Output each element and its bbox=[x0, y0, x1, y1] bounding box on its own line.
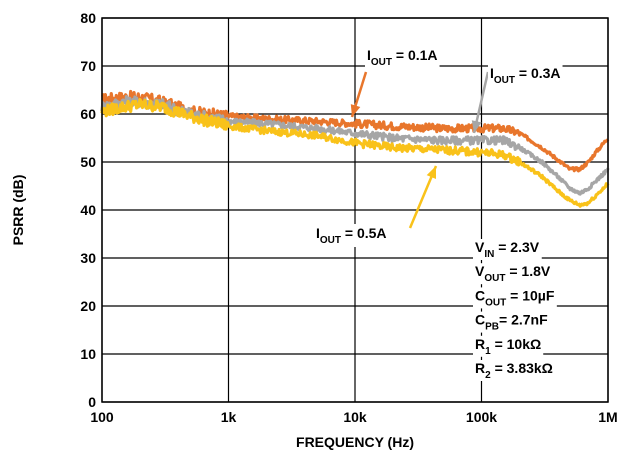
condition-bg bbox=[473, 335, 544, 357]
series-label-bg bbox=[314, 224, 389, 247]
x-tick-label: 10k bbox=[343, 409, 367, 425]
series-label-bg bbox=[365, 46, 440, 69]
condition-line: R2 = 3.83kΩ bbox=[475, 360, 553, 381]
x-tick-label: 1M bbox=[598, 409, 617, 425]
condition-line: COUT = 10µF bbox=[475, 287, 555, 308]
series-label: IOUT = 0.1A bbox=[367, 47, 438, 68]
plot-frame bbox=[101, 17, 609, 403]
y-axis-title: PSRR (dB) bbox=[10, 175, 26, 246]
y-tick-label: 10 bbox=[80, 346, 96, 362]
x-axis-title: FREQUENCY (Hz) bbox=[296, 434, 414, 450]
condition-bg bbox=[473, 263, 553, 285]
arrow-head bbox=[426, 166, 436, 179]
y-tick-label: 40 bbox=[80, 202, 96, 218]
label-arrows bbox=[350, 71, 490, 229]
condition-line: VIN = 2.3V bbox=[475, 239, 540, 260]
y-tick-label: 20 bbox=[80, 298, 96, 314]
y-tick-label: 0 bbox=[88, 394, 96, 410]
y-tick-label: 80 bbox=[80, 10, 96, 26]
condition-bg bbox=[473, 287, 557, 309]
condition-line: VOUT = 1.8V bbox=[475, 263, 551, 284]
x-tick-label: 1k bbox=[221, 409, 237, 425]
condition-bg bbox=[473, 360, 555, 381]
y-tick-label: 70 bbox=[80, 58, 96, 74]
series-lines bbox=[100, 89, 610, 208]
y-tick-label: 50 bbox=[80, 154, 96, 170]
series-label: IOUT = 0.5A bbox=[316, 225, 387, 246]
condition-bg bbox=[473, 311, 551, 333]
series-label-bg bbox=[488, 64, 563, 87]
condition-bg bbox=[473, 239, 542, 260]
y-tick-label: 30 bbox=[80, 250, 96, 266]
condition-line: CPB= 2.7nF bbox=[475, 312, 548, 333]
series-line bbox=[100, 97, 610, 208]
series-label: IOUT = 0.3A bbox=[490, 65, 561, 86]
x-tick-labels: 100 1k 10k 100k 1M bbox=[90, 409, 617, 425]
test-conditions: VIN = 2.3V VOUT = 1.8V COUT = 10µF CPB= 2.7… bbox=[473, 239, 557, 381]
arrow-head bbox=[350, 104, 361, 117]
x-tick-label: 100 bbox=[90, 409, 114, 425]
condition-line: R1 = 10kΩ bbox=[475, 336, 541, 357]
arrow-head bbox=[471, 120, 482, 133]
series-labels: IOUT = 0.1A IOUT = 0.3A IOUT = 0.5A bbox=[314, 46, 563, 247]
y-tick-label: 60 bbox=[80, 106, 96, 122]
y-tick-labels: 0 10 20 30 40 50 60 70 80 bbox=[80, 10, 96, 410]
x-tick-label: 100k bbox=[466, 409, 497, 425]
